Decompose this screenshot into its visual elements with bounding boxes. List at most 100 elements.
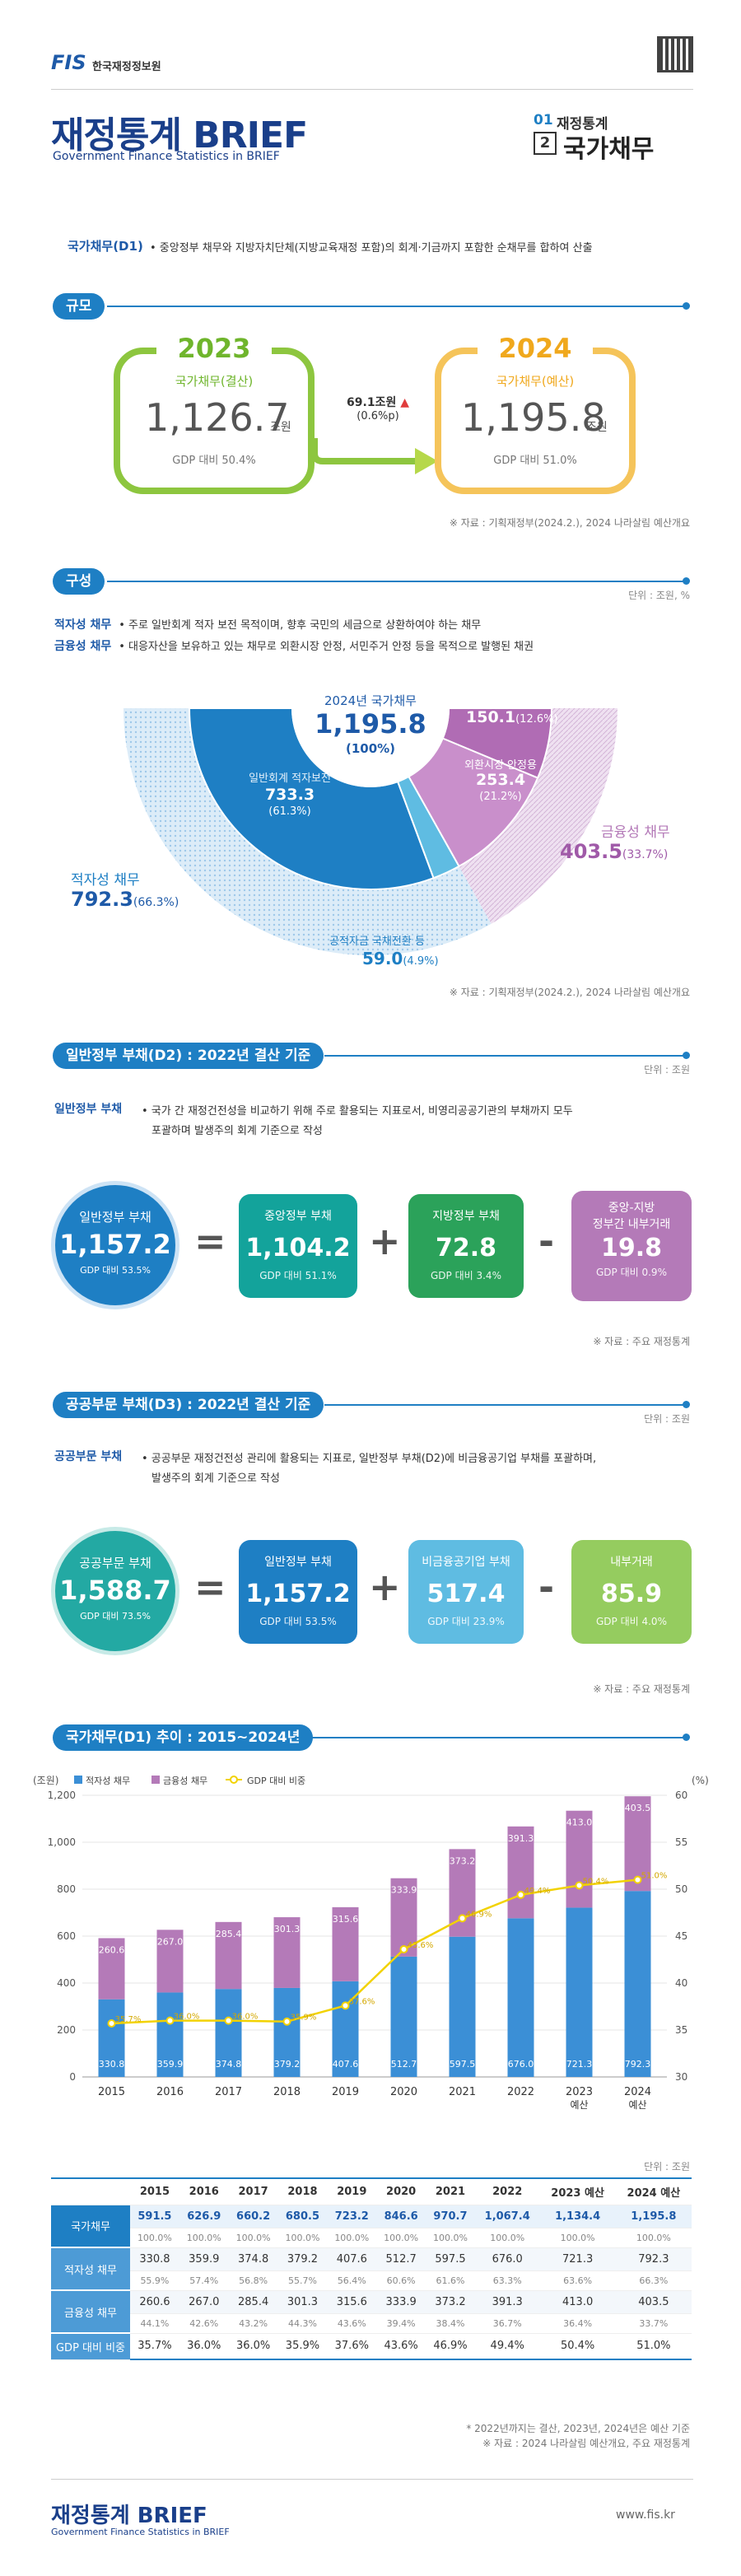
composition-donut (124, 707, 618, 955)
d3-box3-value: 517.4 (426, 1580, 506, 1608)
issue-number: 01 (534, 112, 553, 128)
d2-box3-title: 지방정부 부채 (432, 1210, 500, 1223)
gdp-ratio-point (633, 1875, 642, 1884)
topic-number: 2 (534, 132, 557, 155)
section-composition-dot (683, 577, 690, 585)
bar-deficit (98, 1999, 125, 2077)
bar-financial-label: 260.6 (99, 1944, 125, 1955)
y-tick-left: 400 (57, 1977, 76, 1989)
table-header-cell: 2020 (376, 2178, 426, 2205)
bar-deficit-label: 676.0 (508, 2059, 534, 2070)
table-cell-value: 680.5 (277, 2205, 328, 2228)
deficit-pct: (66.3%) (133, 896, 179, 909)
y-tick-right: 50 (675, 1883, 687, 1895)
slice-general-pct: (61.3%) (268, 805, 311, 818)
unit-2023: 조원 (270, 421, 291, 434)
bar-financial (507, 1826, 534, 1919)
x-tick-label: 2017 (215, 2086, 242, 2098)
d3-source: ※ 자료 : 주요 재정통계 (593, 1683, 690, 1695)
footer-divider (51, 2479, 693, 2480)
bar-financial-label: 315.6 (333, 1914, 359, 1925)
d3-box1-value: 1,588.7 (59, 1575, 171, 1606)
footer-url[interactable]: www.fis.kr (616, 2508, 675, 2522)
d3-box3: 비금융공기업 부채 517.4 GDP 대비 23.9% (408, 1540, 524, 1644)
deficit-value: 792.3(66.3%) (71, 888, 179, 911)
bar-deficit-label: 792.3 (625, 2059, 651, 2070)
table-cell-value: 660.2 (228, 2205, 278, 2228)
d3-box2: 일반정부 부채 1,157.2 GDP 대비 53.5% (239, 1540, 357, 1644)
legend-label-0: 적자성 채무 (86, 1776, 130, 1786)
table-cell-value: 374.8 (228, 2247, 278, 2271)
bar-financial-label: 285.4 (216, 1929, 242, 1939)
public-fund-label: 공적자금 국채전환 등 (329, 936, 425, 948)
legend-swatch-1 (151, 1776, 160, 1784)
bar-deficit (566, 1907, 593, 2077)
table-header-cell: 2015 (130, 2178, 179, 2205)
table-cell-value: 1,195.8 (615, 2205, 692, 2228)
x-tick-label: 2023 (566, 2086, 593, 2098)
d3-minus: - (538, 1565, 555, 1609)
def-financial: 금융성 채무 • 대응자산을 보유하고 있는 채무로 외환시장 안정, 서민주거… (54, 637, 534, 656)
gdp-ratio-point (107, 2019, 116, 2028)
table-header-cell: 2018 (277, 2178, 328, 2205)
bar-deficit (390, 1956, 417, 2077)
gdp-ratio-point (516, 1890, 525, 1899)
d2-box3-gdp: GDP 대비 3.4% (431, 1270, 501, 1281)
header-divider (51, 89, 693, 90)
value-2023: 1,126.7 (145, 395, 290, 440)
d2-box2-title: 중앙정부 부채 (264, 1210, 332, 1223)
section-d3-dot (683, 1401, 690, 1408)
footer-title: 재정통계 BRIEF (51, 2504, 207, 2528)
table-cell-pct: 60.6% (376, 2270, 426, 2291)
gdp-ratio-point (399, 1944, 408, 1953)
x-tick-label: 2016 (156, 2086, 184, 2098)
section-d2-dot (683, 1052, 690, 1059)
diff-pct: (0.6%p) (357, 410, 399, 422)
donut-center-value: 1,195.8 (315, 708, 426, 740)
table-row: 국가채무 591.5 626.9 660.2 680.5 723.2 846.6 970.7 1… (51, 2205, 692, 2248)
d2-def-label: 일반정부 부채 (54, 1103, 123, 1116)
table-cell-value: 359.9 (179, 2247, 229, 2271)
slice-fx-pct: (21.2%) (479, 791, 522, 803)
bar-financial (332, 1906, 359, 1981)
d2-box2-value: 1,104.2 (245, 1234, 351, 1262)
table-header-cell: 2016 (179, 2178, 229, 2205)
brief-title: 재정통계 BRIEF (51, 114, 308, 156)
table-row-pct: 100.0% 100.0% 100.0% 100.0% 100.0% 100.0% 100.… (51, 2228, 692, 2248)
d2-box4-gdp: GDP 대비 0.9% (596, 1267, 667, 1278)
table-cell-pct: 100.0% (474, 2228, 540, 2248)
diff-value: 69.1조원 ▲ (333, 394, 423, 410)
x-tick-label: 2021 (449, 2086, 476, 2098)
table-cell-value: 413.0 (539, 2290, 616, 2314)
public-fund-num: 59.0 (362, 949, 403, 968)
table-cell-pct: 44.3% (277, 2313, 328, 2334)
bar-financial (215, 1921, 242, 1990)
gdp-ratio-label: 37.6% (349, 1997, 375, 2006)
d3-box1-gdp: GDP 대비 73.5% (80, 1611, 151, 1622)
gdp-ratio-label: 49.4% (524, 1887, 551, 1896)
bar-deficit-label: 374.8 (216, 2059, 242, 2070)
d3-box3-gdp: GDP 대비 23.9% (427, 1616, 505, 1627)
d3-def-text1: • 공공부문 재정건전성 관리에 활용되는 지표로, 일반정부 부채(D2)에 … (142, 1453, 597, 1465)
bar-financial-label: 391.3 (508, 1833, 534, 1844)
table-cell-gdp: 35.9% (277, 2333, 328, 2360)
d3-box4: 내부거래 85.9 GDP 대비 4.0% (571, 1540, 692, 1644)
table-cell-value: 373.2 (426, 2290, 475, 2314)
bar-financial-label: 413.0 (566, 1818, 593, 1828)
fin-value: 403.5(33.7%) (560, 840, 668, 863)
table-row-label: GDP 대비 비중 (51, 2333, 130, 2360)
composition-unit: 단위 : 조원, % (628, 590, 690, 601)
table-cell-pct: 56.4% (327, 2270, 377, 2291)
table-cell-pct: 55.9% (130, 2270, 179, 2291)
label-2023: 국가채무(결산) (175, 374, 254, 389)
topic-title: 국가채무 (563, 135, 655, 164)
bar-deficit-label: 330.8 (99, 2059, 125, 2070)
d2-box1: 일반정부 부채 1,157.2 GDP 대비 53.5% (51, 1181, 179, 1309)
gdp-ratio-point (458, 1914, 467, 1923)
footer-subtitle: Government Finance Statistics in BRIEF (51, 2527, 230, 2537)
slice-housing-pct: (12.6%) (515, 713, 558, 726)
bar-financial-label: 267.0 (157, 1936, 184, 1947)
bar-deficit-label: 407.6 (333, 2059, 359, 2070)
table-row: 적자성 채무 330.8 359.9 374.8 379.2 407.6 512.7 597.… (51, 2247, 692, 2291)
table-cell-value: 403.5 (615, 2290, 692, 2314)
